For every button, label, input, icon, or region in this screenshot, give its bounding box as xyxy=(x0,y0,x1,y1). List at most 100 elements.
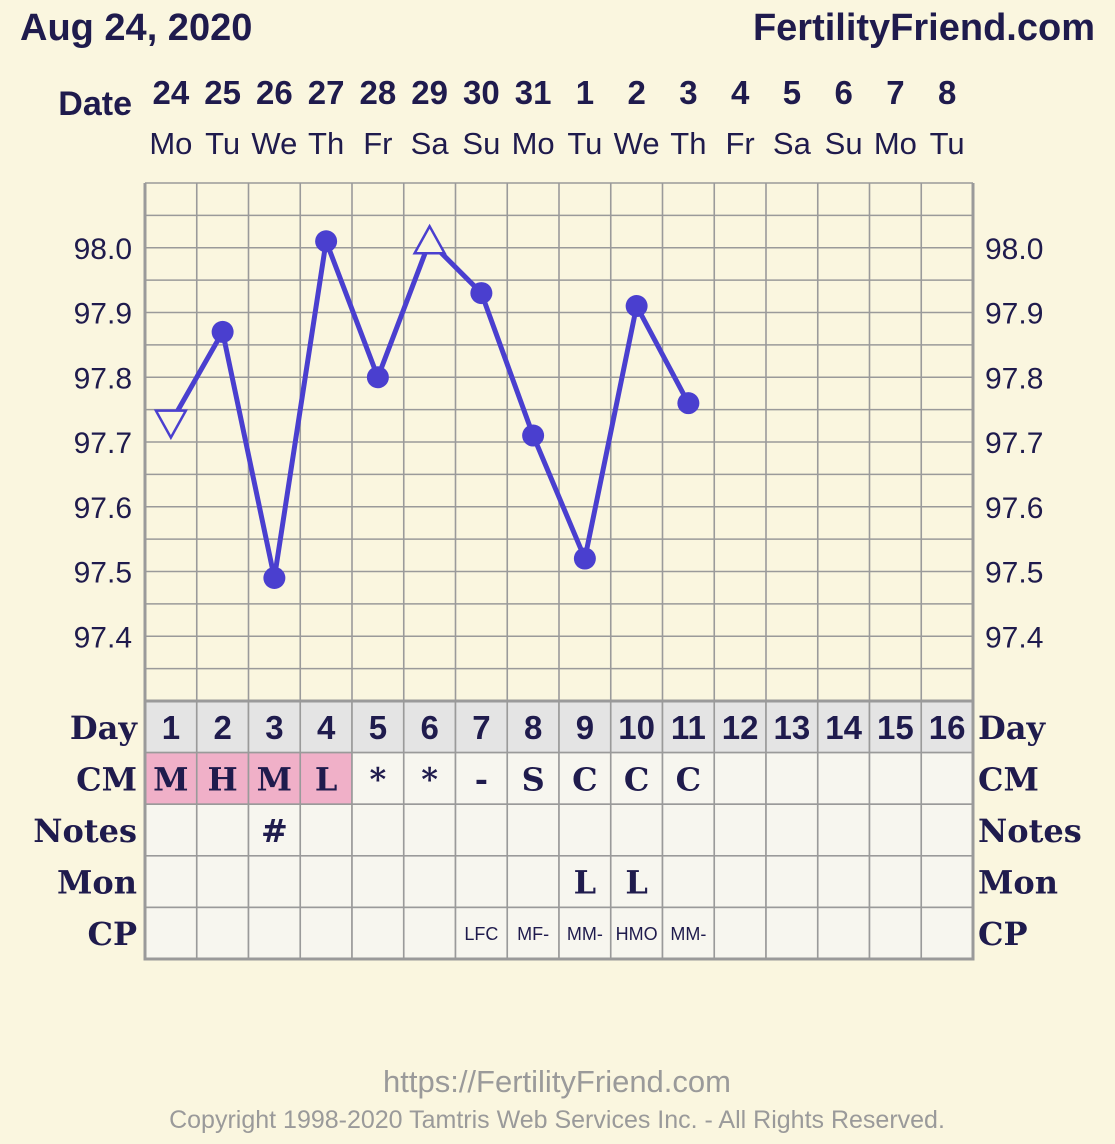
table-cell xyxy=(247,803,302,857)
table-cell xyxy=(765,906,819,960)
table-cell xyxy=(299,700,353,754)
table-border xyxy=(143,699,975,961)
table-cell xyxy=(609,751,664,805)
table-cell xyxy=(144,700,198,754)
date-number: 4 xyxy=(731,74,750,111)
table-cell xyxy=(299,906,353,960)
table-cell xyxy=(299,854,353,909)
table-cell xyxy=(868,906,923,960)
date-row-label: Date xyxy=(58,85,132,123)
date-number: 30 xyxy=(463,74,500,111)
day-of-week: Tu xyxy=(567,126,602,161)
table-cell xyxy=(713,751,767,805)
row-label-right: CM xyxy=(978,760,1039,798)
table-cell xyxy=(868,854,923,909)
day-of-week: We xyxy=(614,126,660,161)
day-of-week: Sa xyxy=(411,126,450,161)
cp-value: LFC xyxy=(464,924,498,944)
table-cell xyxy=(765,854,819,909)
row-label-left: CM xyxy=(76,760,137,798)
date-number: 5 xyxy=(783,74,801,111)
cm-value: C xyxy=(572,760,597,798)
row-label-right: Notes xyxy=(978,812,1082,850)
table-cell xyxy=(868,803,923,857)
cycle-day-number: 5 xyxy=(369,709,387,746)
date-number: 24 xyxy=(153,74,190,111)
row-label-left: Notes xyxy=(33,812,137,850)
table-cell xyxy=(144,803,198,857)
chart-date-title: Aug 24, 2020 xyxy=(20,7,252,49)
footer-copyright: Copyright 1998-2020 Tamtris Web Services… xyxy=(169,1106,945,1134)
day-of-week: Su xyxy=(462,126,500,161)
mon-value: L xyxy=(574,864,597,902)
cycle-day-number: 7 xyxy=(472,709,490,746)
data-point xyxy=(677,392,700,415)
y-tick-label-right: 97.4 xyxy=(985,621,1043,654)
row-label-left: Day xyxy=(70,709,138,747)
data-point xyxy=(211,320,234,343)
data-point xyxy=(366,366,389,389)
y-tick-label-right: 97.5 xyxy=(985,557,1043,590)
table-cell xyxy=(402,751,457,805)
y-tick-label-right: 97.9 xyxy=(985,298,1043,331)
table-cell xyxy=(351,700,405,754)
y-tick-label-right: 97.7 xyxy=(985,427,1043,460)
cm-value: M xyxy=(153,760,188,798)
data-table: 1 2 3 4 5 6 7 8 9 10 11 12 13 14 15 16M H M L * * - S C C C#L LLFC… xyxy=(143,699,975,961)
y-tick-label-right: 97.8 xyxy=(985,362,1043,395)
date-number: 8 xyxy=(938,74,956,111)
data-point-triangle xyxy=(153,409,188,441)
cycle-day-number: 10 xyxy=(618,709,655,746)
table-cell xyxy=(195,803,250,857)
table-cell xyxy=(765,803,819,857)
y-tick-label-left: 97.4 xyxy=(74,621,132,654)
y-tick-label-left: 97.5 xyxy=(74,557,132,590)
date-number: 31 xyxy=(515,74,552,111)
cycle-day-number: 2 xyxy=(213,709,231,746)
cycle-day-number: 1 xyxy=(162,709,180,746)
table-cell xyxy=(195,906,250,960)
data-point xyxy=(522,424,545,447)
data-point xyxy=(315,230,338,253)
date-number: 3 xyxy=(679,74,697,111)
day-of-week: Mo xyxy=(512,126,555,161)
cycle-day-number: 9 xyxy=(576,709,594,746)
y-tick-label-left: 97.7 xyxy=(74,427,132,460)
table-cell xyxy=(558,803,612,857)
cycle-day-number: 13 xyxy=(774,709,811,746)
table-cell xyxy=(609,803,664,857)
table-cell xyxy=(454,700,509,754)
table-cell xyxy=(713,854,767,909)
y-tick-label-right: 98.0 xyxy=(985,233,1043,266)
table-cell xyxy=(920,751,974,805)
cycle-day-number: 16 xyxy=(929,709,966,746)
table-cell xyxy=(247,906,302,960)
temperature-grid xyxy=(143,182,975,702)
cp-value: MF- xyxy=(517,924,549,944)
footer-url: https://FertilityFriend.com xyxy=(383,1064,731,1099)
y-tick-label-left: 98.0 xyxy=(74,233,132,266)
table-cell xyxy=(816,854,871,909)
cm-value: H xyxy=(208,760,238,798)
cycle-day-number: 15 xyxy=(877,709,914,746)
date-number: 28 xyxy=(360,74,397,111)
table-cell xyxy=(506,906,560,960)
table-cell xyxy=(351,854,405,909)
cm-value: * xyxy=(421,760,438,798)
table-cell xyxy=(299,803,353,857)
row-label-left: CP xyxy=(87,915,137,953)
day-of-week: Th xyxy=(308,126,344,161)
table-cell xyxy=(299,751,353,805)
cp-value: HMO xyxy=(616,924,658,944)
cycle-day-number: 14 xyxy=(825,709,862,746)
date-number: 7 xyxy=(886,74,904,111)
temperature-series xyxy=(153,223,700,589)
table-cell xyxy=(661,854,716,909)
site-title: FertilityFriend.com xyxy=(753,7,1095,49)
day-of-week: Fr xyxy=(725,126,754,161)
row-label-right: Day xyxy=(978,709,1046,747)
cycle-day-number: 4 xyxy=(317,709,336,746)
table-cell xyxy=(402,906,457,960)
notes-value: # xyxy=(261,812,288,850)
